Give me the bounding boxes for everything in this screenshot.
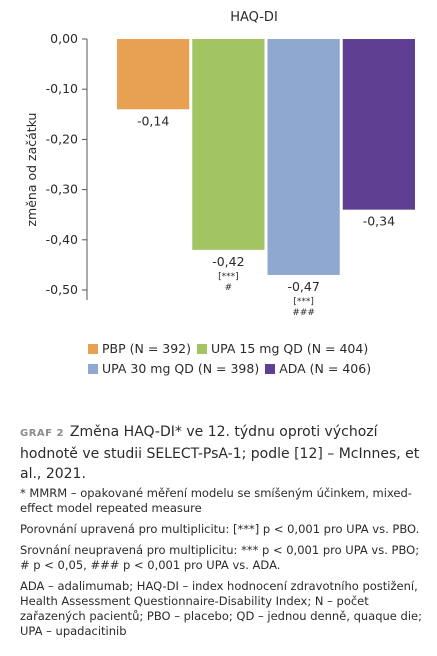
caption-tag: GRAF 2 <box>20 428 64 439</box>
legend-item: PBP (N = 392) <box>88 341 191 357</box>
chart: HAQ-DI změna od začátku 0,00 -0,10 -0,20 -0… <box>24 10 415 318</box>
axes: 0,00 -0,10 -0,20 -0,30 -0,40 -0,50 <box>46 31 88 301</box>
legend-label: UPA 15 mg QD (N = 404) <box>211 341 369 356</box>
bar-3 <box>267 39 340 275</box>
bars <box>117 39 415 275</box>
significance-marker: [***] <box>293 297 314 307</box>
data-label: -0,47 <box>287 279 319 294</box>
y-axis-label: změna od začátku <box>24 113 39 227</box>
significance-marker: # <box>225 283 233 293</box>
legend-label: ADA (N = 406) <box>279 361 372 376</box>
note-abbreviations: ADA – adalimumab; HAQ-DI – index hodnoce… <box>20 579 422 638</box>
value-labels: -0,14-0,42[***]# -0,47[***]###-0,34 <box>137 113 395 318</box>
significance-marker: [***] <box>218 272 239 282</box>
legend-swatch <box>197 344 208 354</box>
y-tick-label: -0,50 <box>46 282 78 297</box>
legend-swatch <box>265 364 276 374</box>
y-tick-label: 0,00 <box>50 31 78 46</box>
caption-text: Změna HAQ-DI* ve 12. týdnu oproti výchoz… <box>20 424 420 482</box>
y-tick-label: -0,40 <box>46 232 78 247</box>
data-label: -0,14 <box>137 113 169 128</box>
figure-caption: GRAF 2 Změna HAQ-DI* ve 12. týdnu oproti … <box>20 422 422 484</box>
note-mmrm: * MMRM – opakované měření modelu se smíš… <box>20 486 412 515</box>
data-label: -0,34 <box>363 214 395 229</box>
legend-item: UPA 15 mg QD (N = 404) <box>197 341 368 357</box>
legend-swatch <box>88 364 98 374</box>
y-tick-label: -0,10 <box>46 81 78 96</box>
bar-4 <box>342 39 415 210</box>
footnotes: * MMRM – opakované měření modelu se smíš… <box>20 486 425 645</box>
y-tick-label: -0,30 <box>46 182 78 197</box>
legend: PBP (N = 392) UPA 15 mg QD (N = 404) UPA 3… <box>88 341 428 377</box>
note-unadjusted: Srovnání neupravená pro multiplicitu: **… <box>20 543 420 572</box>
bar-1 <box>117 39 190 110</box>
data-label: -0,42 <box>212 254 244 269</box>
legend-label: UPA 30 mg QD (N = 398) <box>102 361 260 376</box>
significance-marker: ### <box>292 308 315 318</box>
note-adjusted: Porovnání upravená pro multiplicitu: [**… <box>20 522 420 536</box>
legend-item: ADA (N = 406) <box>265 361 371 377</box>
bar-2 <box>192 39 265 250</box>
chart-title: HAQ-DI <box>230 10 278 25</box>
legend-item: UPA 30 mg QD (N = 398) <box>88 361 259 377</box>
y-tick-label: -0,20 <box>46 131 78 146</box>
legend-swatch <box>88 344 98 354</box>
legend-label: PBP (N = 392) <box>102 341 192 356</box>
